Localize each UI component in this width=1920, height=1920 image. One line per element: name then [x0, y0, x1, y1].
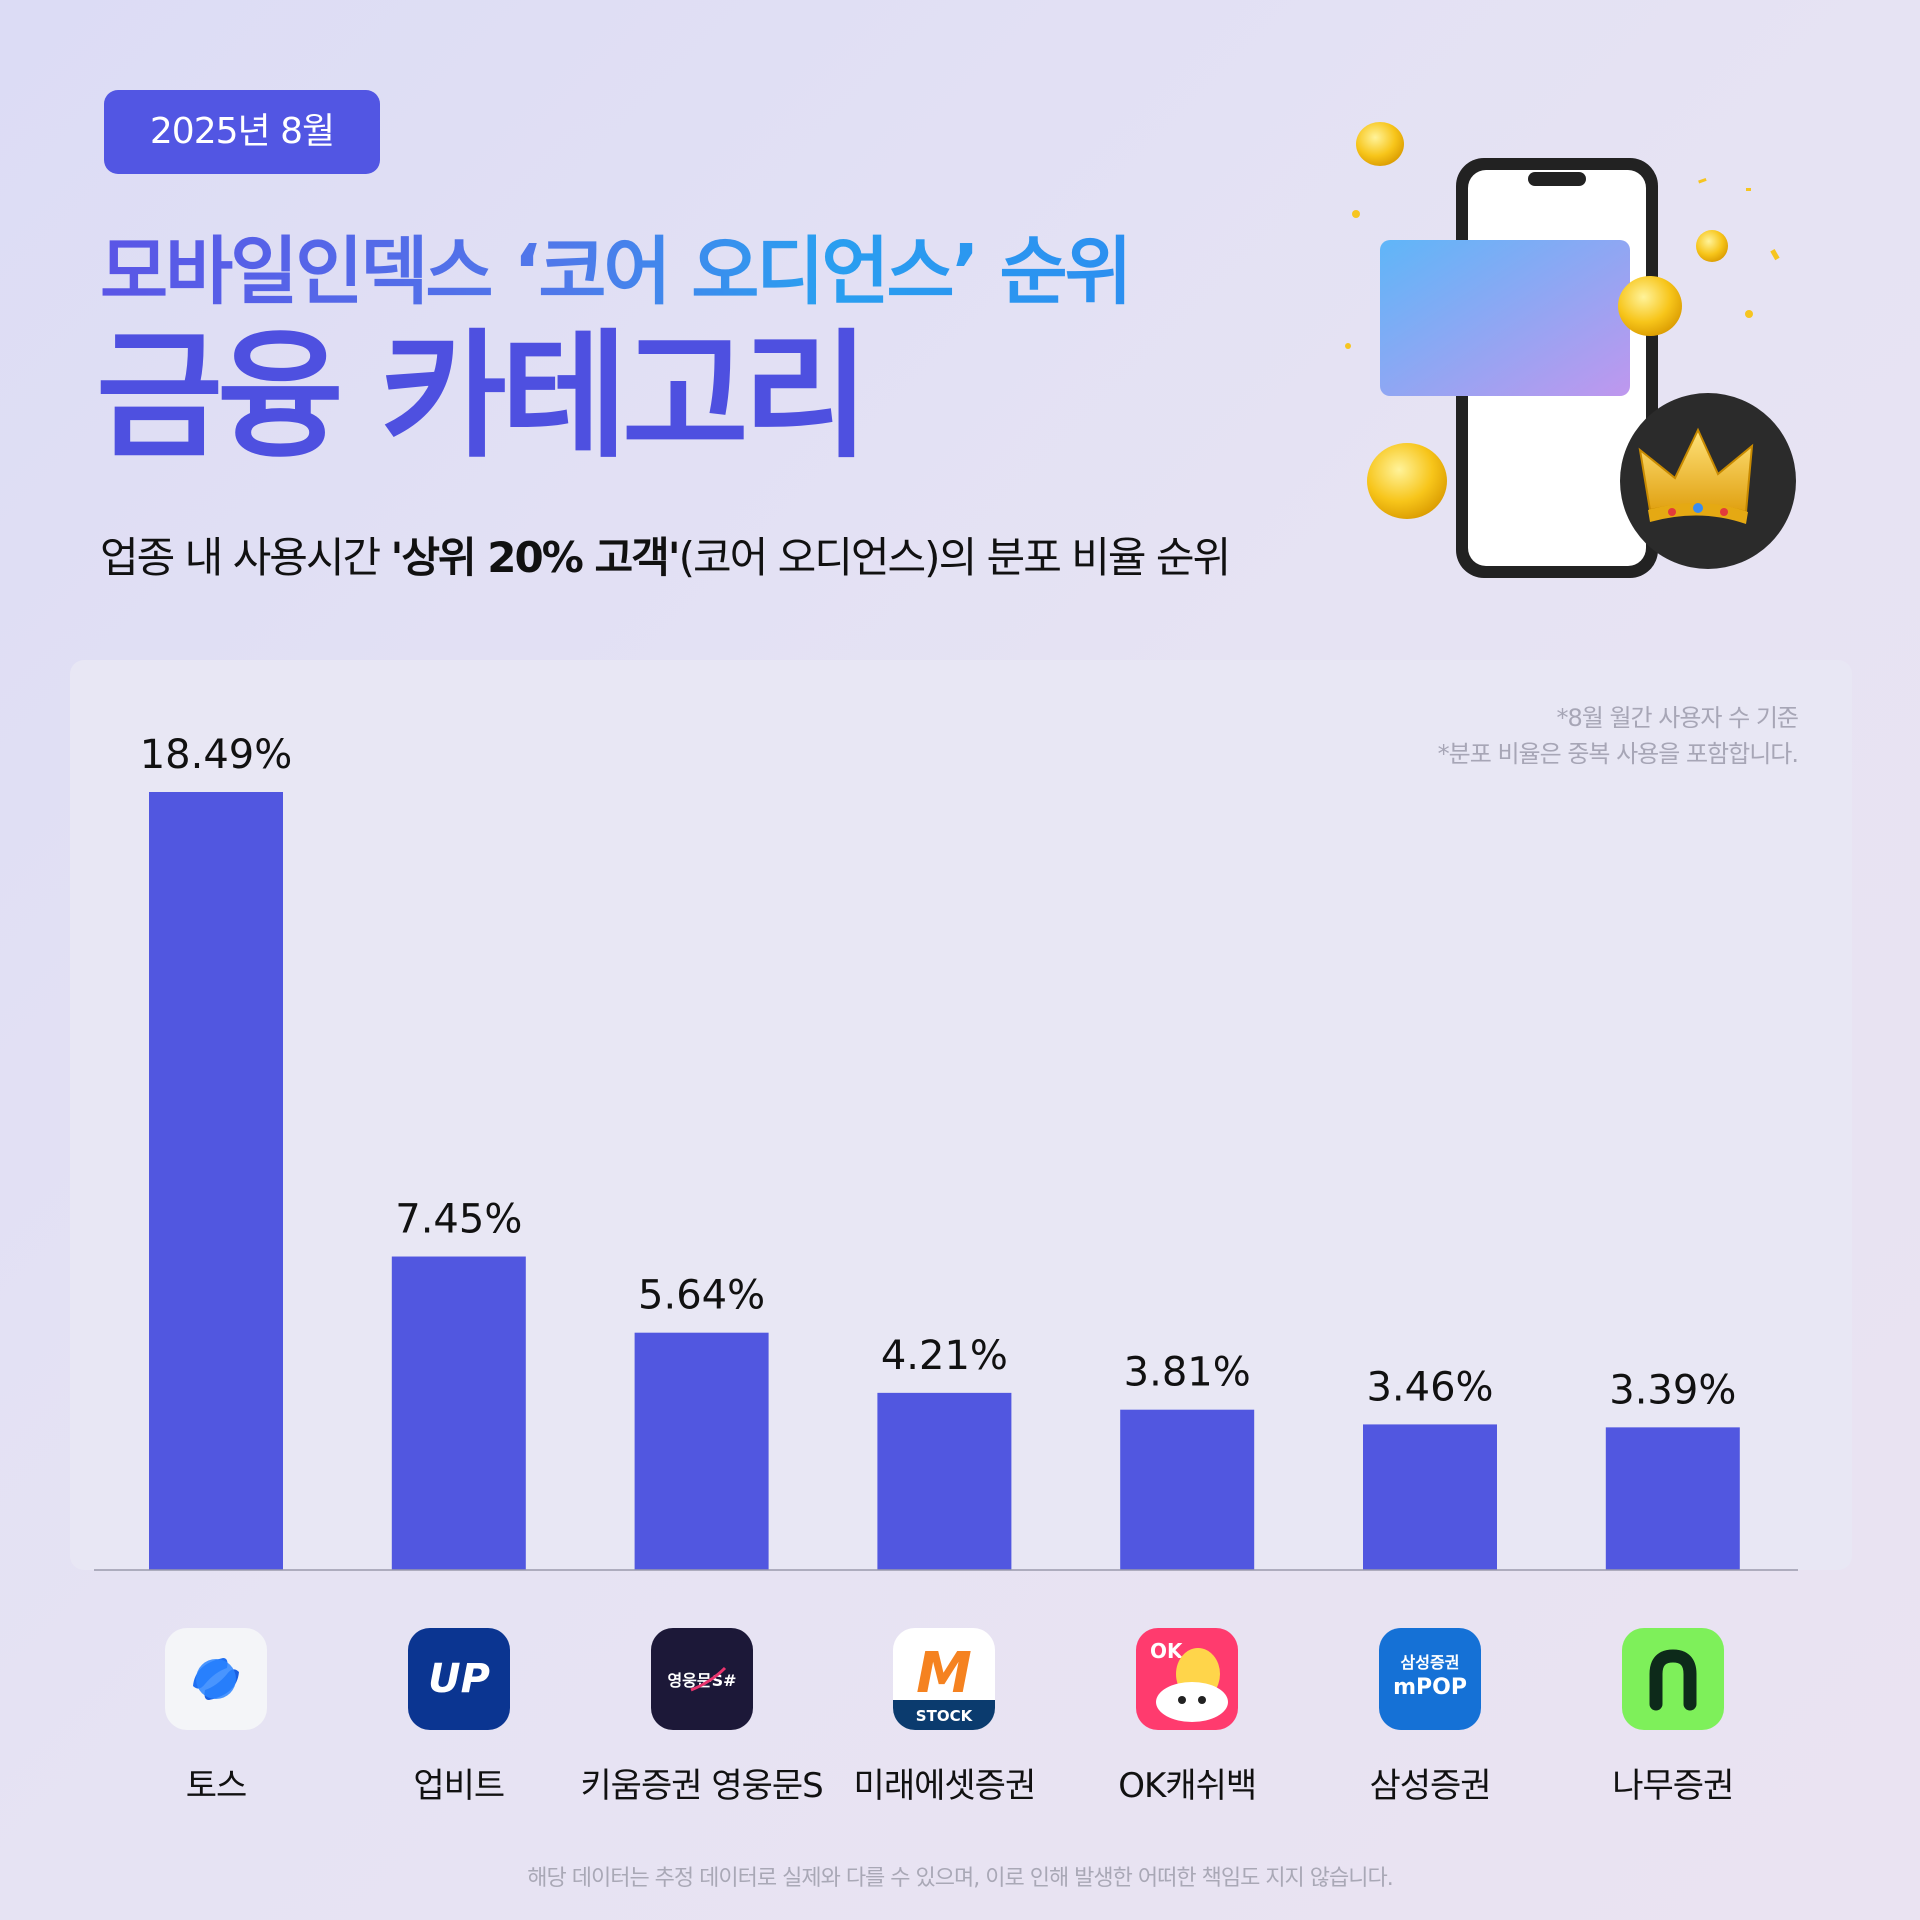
- value-label-3: 4.21%: [881, 1333, 1008, 1379]
- namuh-app-icon: [1621, 1628, 1724, 1730]
- category-label-4: OK캐쉬백: [1118, 1766, 1257, 1806]
- kiwoom-app-icon: 영웅문S#: [650, 1628, 753, 1730]
- bar-2: [634, 1332, 769, 1570]
- samsung-mpop-app-icon: 삼성증권 mPOP: [1379, 1628, 1481, 1730]
- page-subtitle: 업종 내 사용시간 '상위 20% 고객'(코어 오디언스)의 분포 비율 순위: [100, 524, 1231, 585]
- bar-6: [1605, 1427, 1740, 1570]
- card-icon: [1380, 240, 1630, 396]
- svg-text:UP: UP: [428, 1656, 490, 1702]
- value-label-4: 3.81%: [1124, 1350, 1251, 1396]
- category-label-2: 키움증권 영웅문S: [580, 1766, 823, 1806]
- category-label-3: 미래에셋증권: [853, 1766, 1037, 1806]
- coin-icon: [1356, 122, 1404, 166]
- value-label-5: 3.46%: [1366, 1364, 1493, 1410]
- page-title-line2: 금융 카테고리: [96, 316, 870, 477]
- category-label-6: 나무증권: [1612, 1766, 1734, 1806]
- note-duplicate-usage: *분포 비율은 중복 사용을 포함합니다.: [1437, 740, 1799, 768]
- bar-1: [391, 1256, 526, 1570]
- disclaimer-footer: 해당 데이터는 추정 데이터로 실제와 다를 수 있으며, 이로 인해 발생한 …: [527, 1866, 1394, 1891]
- mirae-asset-app-icon: M STOCK: [893, 1628, 996, 1730]
- coin-icon: [1367, 443, 1447, 519]
- value-label-0: 18.49%: [140, 732, 293, 778]
- toss-app-icon: [165, 1628, 267, 1730]
- subtitle-pre: 업종 내 사용시간: [100, 533, 391, 582]
- bar-0: [149, 792, 283, 1570]
- svg-text:mPOP: mPOP: [1393, 1675, 1467, 1700]
- value-label-2: 5.64%: [638, 1273, 765, 1319]
- svg-text:영웅문S#: 영웅문S#: [667, 1671, 736, 1690]
- subtitle-post: (코어 오디언스)의 분포 비율 순위: [678, 533, 1231, 582]
- svg-text:OK: OK: [1150, 1639, 1184, 1663]
- note-monthly-users: *8월 월간 사용자 수 기준: [1556, 704, 1799, 732]
- page-title-line1: 모바일인덱스 ‘코어 오디언스’ 순위: [100, 212, 1133, 319]
- category-label-5: 삼성증권: [1369, 1766, 1491, 1806]
- value-label-1: 7.45%: [395, 1197, 522, 1243]
- svg-text:M: M: [917, 1641, 973, 1706]
- upbit-app-icon: UP: [407, 1628, 510, 1730]
- subtitle-bold: '상위 20% 고객': [390, 533, 681, 582]
- coin-icon: [1618, 276, 1682, 336]
- svg-text:STOCK: STOCK: [916, 1707, 974, 1725]
- phone-crown-illustration: [1345, 122, 1796, 578]
- okcashbag-app-icon: OK: [1136, 1628, 1239, 1730]
- category-label-1: 업비트: [413, 1766, 505, 1806]
- category-label-0: 토스: [185, 1766, 248, 1806]
- coin-icon: [1696, 230, 1728, 262]
- bar-5: [1363, 1424, 1497, 1570]
- date-badge: 2025년 8월: [104, 90, 380, 174]
- bar-3: [877, 1392, 1012, 1570]
- bar-4: [1120, 1409, 1255, 1570]
- value-label-6: 3.39%: [1609, 1367, 1736, 1413]
- svg-text:삼성증권: 삼성증권: [1401, 1653, 1460, 1672]
